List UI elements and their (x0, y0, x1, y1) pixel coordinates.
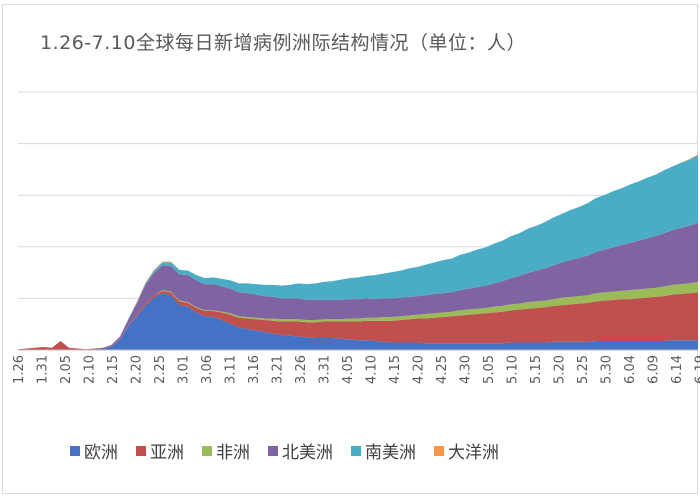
x-tick-label: 2.10 (83, 355, 98, 384)
legend-label: 大洋洲 (448, 443, 499, 463)
legend-label: 欧洲 (84, 443, 118, 463)
legend: 欧洲 亚洲 非洲 北美洲 南美洲 大洋洲 (70, 438, 499, 463)
x-tick-label: 4.30 (459, 355, 474, 384)
x-tick-label: 3.06 (200, 355, 215, 384)
area-series-亚洲 (18, 290, 698, 350)
legend-item: 南美洲 (351, 438, 416, 463)
legend-swatch (202, 445, 212, 456)
legend-item: 欧洲 (70, 438, 118, 463)
x-tick-label: 4.25 (435, 355, 450, 384)
x-tick-label: 4.10 (365, 355, 380, 384)
legend-swatch (136, 445, 146, 456)
x-tick-label: 2.20 (130, 355, 145, 384)
x-tick-label: 4.15 (388, 355, 403, 384)
area-series-南美洲 (18, 155, 698, 350)
x-tick-label: 4.20 (412, 355, 427, 384)
legend-label: 亚洲 (150, 443, 184, 463)
chart-title: 1.26-7.10全球每日新增病例洲际结构情况（单位：人） (40, 32, 526, 54)
x-tick-label: 3.21 (271, 355, 286, 384)
x-tick-label: 2.15 (106, 355, 121, 384)
x-tick-label: 3.11 (224, 355, 239, 384)
legend-label: 北美洲 (282, 443, 333, 463)
area-series-欧洲 (18, 293, 698, 350)
legend-swatch (268, 445, 278, 456)
legend-item: 大洋洲 (434, 438, 499, 463)
legend-item: 亚洲 (136, 438, 184, 463)
legend-swatch (351, 445, 361, 456)
x-tick-label: 5.15 (529, 355, 544, 384)
legend-swatch (70, 445, 80, 456)
x-tick-label: 5.30 (600, 355, 615, 384)
x-tick-label: 2.25 (153, 355, 168, 384)
x-tick-label: 1.31 (36, 355, 51, 384)
legend-item: 非洲 (202, 438, 250, 463)
legend-label: 非洲 (216, 443, 250, 463)
x-tick-label: 3.01 (177, 355, 192, 384)
x-tick-label: 5.25 (576, 355, 591, 384)
x-tick-label: 3.26 (294, 355, 309, 384)
x-tick-label: 3.31 (318, 355, 333, 384)
legend-swatch (434, 445, 444, 456)
legend-label: 南美洲 (365, 443, 416, 463)
x-tick-label: 6.19 (694, 355, 700, 384)
x-tick-label: 2.05 (59, 355, 74, 384)
x-tick-label: 6.09 (647, 355, 662, 384)
x-tick-labels: 1.26 1.31 2.05 2.10 2.15 2.20 2.25 3.01 3.06 3.11… (12, 355, 700, 384)
legend-item: 北美洲 (268, 438, 333, 463)
area-layers (18, 154, 698, 350)
x-tick-label: 5.05 (482, 355, 497, 384)
x-tick-label: 3.16 (247, 355, 262, 384)
x-tick-label: 1.26 (12, 355, 27, 384)
area-series-北美洲 (18, 222, 698, 350)
x-tick-label: 4.05 (341, 355, 356, 384)
x-tick-label: 5.10 (506, 355, 521, 384)
x-tick-label: 6.04 (623, 355, 638, 384)
x-tick-label: 5.20 (553, 355, 568, 384)
x-tick-label: 6.14 (670, 355, 685, 384)
